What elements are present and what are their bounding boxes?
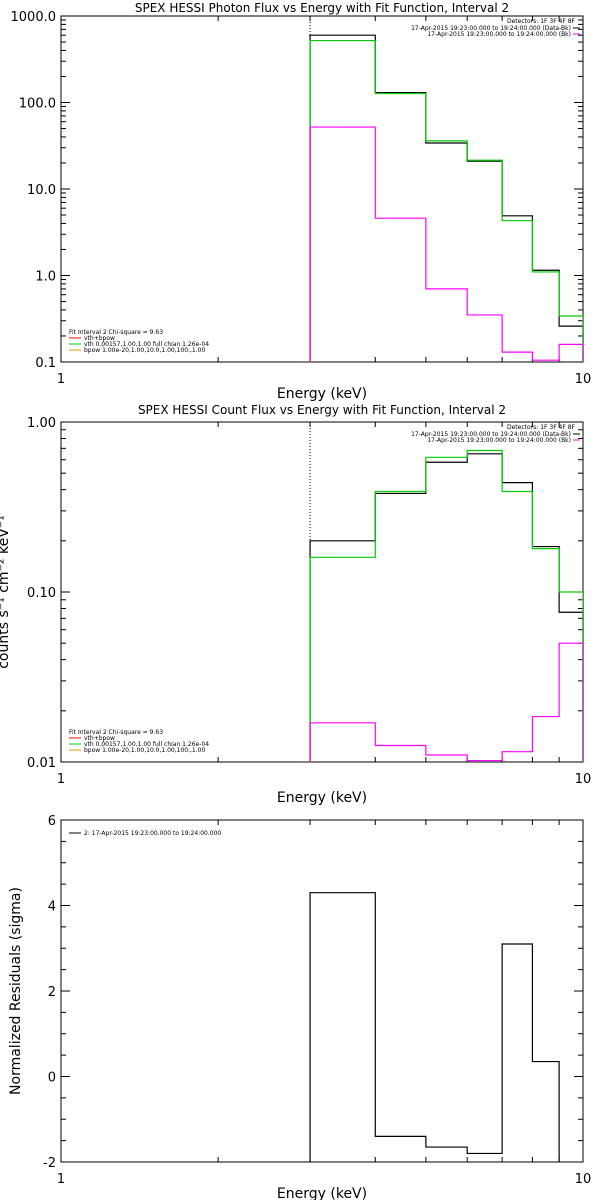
y-tick-label: 4: [48, 900, 56, 915]
legend-entry: 17-Apr-2015 19:23:00.000 to 19:24:00.000…: [427, 31, 571, 38]
y-tick-label: 1.0: [35, 270, 56, 285]
x-tick-label: 1: [57, 372, 65, 387]
legend-entry: 17-Apr-2015 19:23:00.000 to 19:24:00.000…: [411, 431, 571, 438]
x-tick-label: 10: [575, 1172, 592, 1187]
series-vth-step: [309, 39, 583, 362]
y-tick-label: 6: [48, 814, 56, 829]
x-axis-label: Energy (keV): [277, 1186, 367, 1200]
x-tick-label: 1: [57, 1172, 65, 1187]
legend-entry: 17-Apr-2015 19:23:00.000 to 19:24:00.000…: [427, 437, 571, 444]
legend-entry: 17-Apr-2015 19:23:00.000 to 19:24:00.000…: [411, 25, 571, 32]
legend-entry: vth+bpow: [84, 735, 115, 742]
legend-entry: bpow 1.00e-20,1.00,10.0,1.00,100.,1.00: [84, 347, 205, 354]
legend-fit-header: Fit Interval 2 Chi-square = 9.63: [69, 329, 163, 336]
y-axis-label: Normalized Residuals (sigma): [8, 887, 24, 1095]
y-tick-label: 2: [48, 985, 56, 1000]
legend-fit-header: Fit Interval 2 Chi-square = 9.63: [69, 729, 163, 736]
legend-entry: 2: 17-Apr-2015 19:23:00.000 to 19:24:00.…: [84, 830, 221, 837]
x-tick-label: 1: [57, 772, 65, 787]
y-tick-label: 10.0: [27, 183, 56, 198]
x-tick-label: 10: [575, 372, 592, 387]
legend-entry: vth+bpow: [84, 335, 115, 342]
legend-entry: vth 0.00157,1.00,1.00 full chian 1.26e-0…: [84, 741, 209, 748]
x-tick-label: 10: [575, 772, 592, 787]
y-tick-label: 0.10: [27, 586, 56, 601]
series-background-step: [309, 126, 583, 362]
plot-frame: [60, 421, 584, 763]
series-observed-step: [309, 892, 560, 1162]
chart-panel-3: 1 10 -2 0 2 4 6 Energy (keV) Normalized Residual…: [8, 814, 591, 1200]
y-tick-label: -2: [43, 1156, 56, 1171]
chart-title: SPEX HESSI Photon Flux vs Energy with Fi…: [135, 1, 509, 15]
y-tick-label: 0: [48, 1071, 56, 1086]
legend-entry: vth 0.00157,1.00,1.00 full chian 1.26e-0…: [84, 341, 209, 348]
plot-frame: [60, 819, 584, 1163]
series-background-step: [309, 642, 583, 762]
series-observed-step: [309, 34, 583, 362]
y-tick-label: 1.00: [27, 416, 56, 431]
y-axis-label: counts s⁻¹ cm⁻² keV⁻¹: [0, 515, 12, 669]
chart-panel-2: SPEX HESSI Count Flux vs Energy with Fit…: [0, 403, 591, 806]
series-vth-step: [309, 449, 583, 762]
legend-detectors: Detectors: 1F 3F 4F 8F: [507, 424, 576, 431]
y-tick-label: 100.0: [19, 97, 56, 112]
y-tick-label: 0.1: [35, 356, 56, 371]
y-tick-label: 0.01: [27, 756, 56, 771]
chart-panel-1: SPEX HESSI Photon Flux vs Energy with Fi…: [11, 1, 592, 402]
series-observed-step: [309, 453, 583, 762]
y-tick-label: 1000.0: [11, 10, 57, 25]
legend-entry: bpow 1.00e-20,1.00,10.0,1.00,100.,1.00: [84, 747, 205, 754]
legend-detectors: Detectors: 1F 3F 4F 8F: [507, 18, 576, 25]
chart-title: SPEX HESSI Count Flux vs Energy with Fit…: [138, 403, 506, 417]
x-axis-label: Energy (keV): [277, 790, 367, 806]
plot-frame: [60, 15, 584, 363]
x-axis-label: Energy (keV): [277, 386, 367, 402]
